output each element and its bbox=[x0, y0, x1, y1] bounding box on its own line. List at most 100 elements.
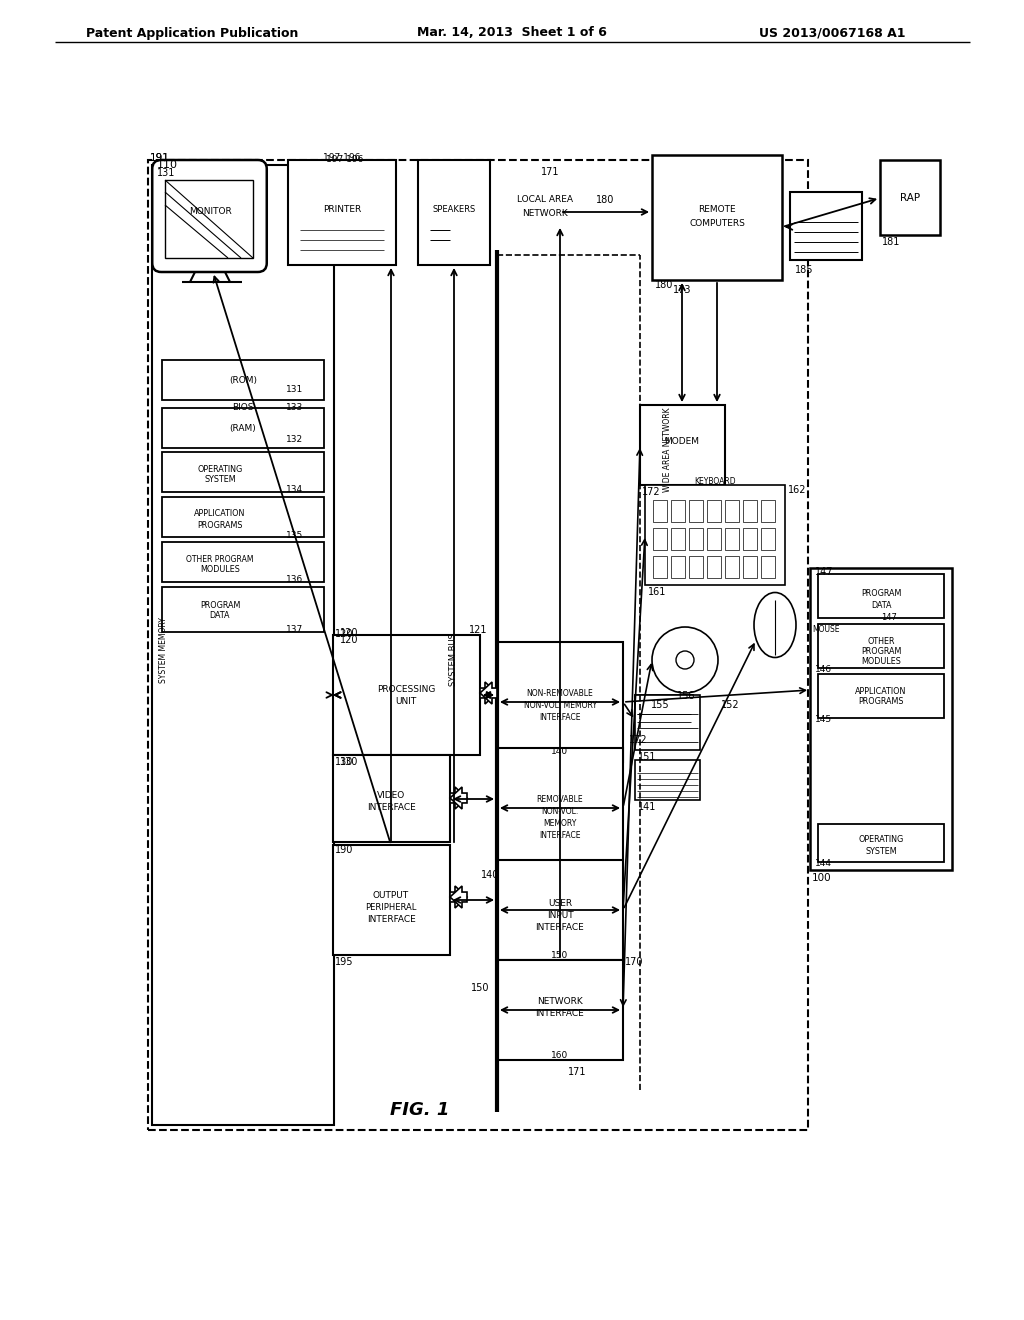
Text: BIOS: BIOS bbox=[232, 404, 254, 412]
Text: 152: 152 bbox=[721, 700, 739, 710]
Text: 140: 140 bbox=[552, 747, 568, 756]
Bar bbox=[653, 528, 667, 550]
Text: SYSTEM MEMORY: SYSTEM MEMORY bbox=[160, 616, 169, 682]
Text: MODULES: MODULES bbox=[861, 657, 901, 667]
Text: 161: 161 bbox=[648, 587, 667, 597]
Bar bbox=[653, 556, 667, 578]
Polygon shape bbox=[450, 886, 467, 908]
Text: DATA: DATA bbox=[870, 602, 891, 610]
Bar bbox=[635, 696, 700, 750]
Bar bbox=[497, 642, 623, 762]
Text: PROGRAM: PROGRAM bbox=[861, 648, 901, 656]
Text: PROCESSING: PROCESSING bbox=[377, 685, 435, 694]
Polygon shape bbox=[450, 886, 467, 908]
Text: SYSTEM BUS: SYSTEM BUS bbox=[449, 634, 458, 686]
Text: 121: 121 bbox=[469, 624, 487, 635]
Text: 110: 110 bbox=[157, 160, 178, 170]
Bar bbox=[162, 451, 324, 492]
Bar bbox=[761, 500, 775, 521]
Text: 171: 171 bbox=[568, 1067, 587, 1077]
Bar bbox=[162, 498, 324, 537]
Text: MONITOR: MONITOR bbox=[188, 207, 231, 216]
Text: 130: 130 bbox=[335, 756, 353, 767]
Text: 197 196: 197 196 bbox=[327, 156, 364, 165]
Text: 181: 181 bbox=[882, 238, 900, 247]
Bar bbox=[162, 587, 324, 632]
Text: PROGRAM: PROGRAM bbox=[861, 590, 901, 598]
Text: Mar. 14, 2013  Sheet 1 of 6: Mar. 14, 2013 Sheet 1 of 6 bbox=[417, 26, 607, 40]
Text: USER: USER bbox=[548, 899, 572, 908]
Bar bbox=[725, 556, 739, 578]
Text: PROGRAM: PROGRAM bbox=[200, 601, 241, 610]
Text: 135: 135 bbox=[287, 531, 304, 540]
Text: 141: 141 bbox=[638, 803, 656, 812]
Bar bbox=[725, 528, 739, 550]
Text: PRINTER: PRINTER bbox=[323, 206, 361, 214]
Text: 132: 132 bbox=[287, 436, 303, 445]
Text: 170: 170 bbox=[625, 957, 643, 968]
Bar bbox=[761, 528, 775, 550]
Bar bbox=[162, 408, 324, 447]
Text: INPUT: INPUT bbox=[547, 912, 573, 920]
Polygon shape bbox=[480, 682, 497, 704]
Text: 151: 151 bbox=[638, 752, 656, 762]
Polygon shape bbox=[450, 787, 467, 809]
Text: NON-VOL. MEMORY: NON-VOL. MEMORY bbox=[523, 701, 597, 710]
Bar bbox=[165, 180, 253, 257]
Text: 173: 173 bbox=[673, 285, 691, 294]
Text: RAP: RAP bbox=[900, 193, 920, 203]
Bar bbox=[761, 556, 775, 578]
Text: 191: 191 bbox=[150, 153, 170, 162]
Text: 180: 180 bbox=[655, 280, 674, 290]
Bar bbox=[810, 568, 952, 870]
Text: 134: 134 bbox=[287, 486, 303, 495]
Text: APPLICATION: APPLICATION bbox=[855, 688, 906, 697]
Bar bbox=[671, 500, 685, 521]
Bar bbox=[671, 556, 685, 578]
Text: LOCAL AREA: LOCAL AREA bbox=[517, 195, 573, 205]
Text: OUTPUT: OUTPUT bbox=[373, 891, 409, 899]
Text: 162: 162 bbox=[788, 484, 807, 495]
Text: MEMORY: MEMORY bbox=[544, 820, 577, 829]
Text: 155: 155 bbox=[650, 700, 670, 710]
Text: PROGRAMS: PROGRAMS bbox=[198, 520, 243, 529]
Text: MODEM: MODEM bbox=[665, 437, 699, 446]
Text: NON-VOL.: NON-VOL. bbox=[542, 808, 579, 817]
Text: OPERATING: OPERATING bbox=[858, 836, 903, 845]
Text: 100: 100 bbox=[812, 873, 831, 883]
Text: VIDEO: VIDEO bbox=[377, 791, 406, 800]
Bar bbox=[497, 960, 623, 1060]
FancyBboxPatch shape bbox=[153, 160, 267, 272]
Text: OTHER: OTHER bbox=[867, 638, 895, 647]
Text: 137: 137 bbox=[287, 626, 304, 635]
Bar bbox=[671, 528, 685, 550]
Bar bbox=[790, 191, 862, 260]
Text: SYSTEM: SYSTEM bbox=[865, 846, 897, 855]
Text: 185: 185 bbox=[795, 265, 813, 275]
Bar bbox=[818, 824, 944, 862]
Polygon shape bbox=[450, 787, 467, 809]
Text: NETWORK: NETWORK bbox=[522, 210, 568, 219]
Text: 131: 131 bbox=[287, 385, 304, 395]
Text: REMOVABLE: REMOVABLE bbox=[537, 796, 584, 804]
Bar bbox=[645, 484, 785, 585]
Text: SPEAKERS: SPEAKERS bbox=[432, 206, 475, 214]
Text: INTERFACE: INTERFACE bbox=[540, 832, 581, 841]
Bar bbox=[818, 675, 944, 718]
Bar bbox=[162, 360, 324, 400]
Text: 197 196: 197 196 bbox=[324, 153, 360, 162]
Text: 120: 120 bbox=[340, 628, 358, 638]
Text: 150: 150 bbox=[551, 950, 568, 960]
Bar bbox=[707, 528, 721, 550]
Circle shape bbox=[652, 627, 718, 693]
Bar bbox=[689, 528, 703, 550]
Text: NETWORK: NETWORK bbox=[538, 998, 583, 1006]
Bar bbox=[148, 160, 808, 1130]
Text: 133: 133 bbox=[287, 404, 304, 412]
Text: 136: 136 bbox=[287, 576, 304, 585]
Bar bbox=[707, 500, 721, 521]
Circle shape bbox=[676, 651, 694, 669]
Text: REMOTE: REMOTE bbox=[698, 206, 736, 214]
Text: 195: 195 bbox=[335, 957, 353, 968]
Text: (ROM): (ROM) bbox=[229, 375, 257, 384]
